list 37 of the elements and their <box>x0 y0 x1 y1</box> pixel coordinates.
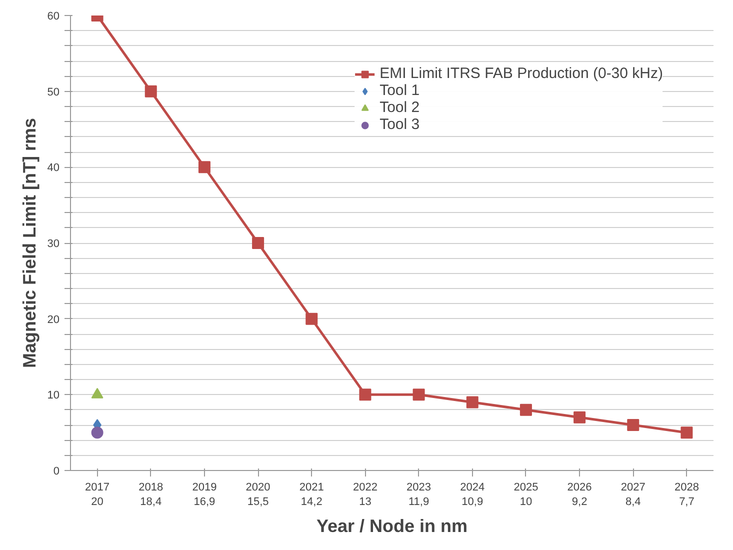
x-tick-label: 2019 16,9 <box>192 482 217 508</box>
x-tick-label: 2018 18,4 <box>138 482 164 508</box>
y-tick-label: 30 <box>47 238 60 250</box>
point <box>574 411 586 424</box>
point <box>680 426 693 439</box>
x-tick-label: 2025 10 <box>514 482 538 508</box>
x-tick-label: 2026 9,2 <box>567 482 592 508</box>
x-tick-label: 2022 13 <box>352 482 378 508</box>
point <box>412 388 425 401</box>
point <box>520 404 532 416</box>
x-tick-label: 2027 8,4 <box>620 482 646 508</box>
x-axis-title: Year / Node in nm <box>316 516 468 536</box>
x-tick-label: 2023 11,9 <box>406 482 432 508</box>
point <box>466 396 478 408</box>
y-axis-title: Magnetic Field Limit [nT] rms <box>19 118 40 368</box>
x-tick-label: 2024 10,9 <box>460 482 485 508</box>
y-tick-label: 10 <box>47 390 60 402</box>
point <box>359 388 372 401</box>
point <box>198 161 210 174</box>
y-tick-label: 60 <box>47 10 60 22</box>
x-tick-label: 2017 20 <box>85 482 110 508</box>
point <box>252 237 264 249</box>
legend-label: Tool 3 <box>380 116 420 133</box>
legend-label: EMI Limit ITRS FAB Production (0-30 kHz) <box>380 65 663 82</box>
point <box>144 85 157 98</box>
x-tick-label: 2021 14,2 <box>299 482 324 508</box>
x-tick-label: 2028 7,7 <box>674 482 699 508</box>
y-tick-label: 50 <box>47 86 60 98</box>
point <box>627 419 640 431</box>
y-tick-label: 20 <box>47 314 60 326</box>
point <box>306 312 318 325</box>
y-tick-label: 0 <box>53 466 60 478</box>
x-tick-label: 2020 15,5 <box>246 482 270 508</box>
y-tick-label: 40 <box>47 162 60 174</box>
legend-label: Tool 1 <box>380 82 420 99</box>
point <box>91 426 104 439</box>
legend-label: Tool 2 <box>380 99 420 116</box>
